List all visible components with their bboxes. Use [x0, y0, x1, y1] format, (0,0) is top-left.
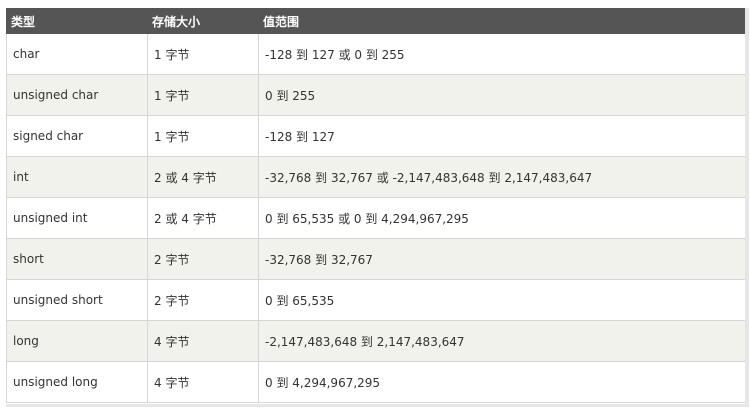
header-storage-size: 存储大小 [147, 8, 259, 34]
cell-value-range: -128 到 127 [258, 115, 746, 157]
table-row: short 2 字节 -32,768 到 32,767 [6, 238, 746, 280]
table-row: unsigned int 2 或 4 字节 0 到 65,535 或 0 到 4… [6, 197, 746, 239]
cell-storage-size: 2 字节 [147, 279, 259, 321]
cell-type: int [6, 156, 148, 198]
cell-value-range: 0 到 4,294,967,295 [258, 361, 746, 403]
cell-type: short [6, 238, 148, 280]
cell-storage-size: 1 字节 [147, 33, 259, 75]
cell-value-range: 0 到 65,535 [258, 279, 746, 321]
data-type-table-container: 类型 存储大小 值范围 char 1 字节 -128 到 127 或 0 到 2… [6, 8, 746, 403]
header-value-range: 值范围 [258, 8, 746, 34]
cell-value-range: -32,768 到 32,767 或 -2,147,483,648 到 2,14… [258, 156, 746, 198]
table-row: unsigned long 4 字节 0 到 4,294,967,295 [6, 361, 746, 403]
cell-type: signed char [6, 115, 148, 157]
table-row: int 2 或 4 字节 -32,768 到 32,767 或 -2,147,4… [6, 156, 746, 198]
cell-storage-size: 1 字节 [147, 115, 259, 157]
table-body: char 1 字节 -128 到 127 或 0 到 255 unsigned … [6, 33, 746, 403]
header-type: 类型 [6, 8, 148, 34]
table-row: signed char 1 字节 -128 到 127 [6, 115, 746, 157]
table-row: unsigned char 1 字节 0 到 255 [6, 74, 746, 116]
cell-storage-size: 2 或 4 字节 [147, 197, 259, 239]
cell-type: unsigned short [6, 279, 148, 321]
cell-type: long [6, 320, 148, 362]
cell-storage-size: 4 字节 [147, 361, 259, 403]
table-header: 类型 存储大小 值范围 [6, 8, 746, 34]
table-row: char 1 字节 -128 到 127 或 0 到 255 [6, 33, 746, 75]
cell-storage-size: 2 字节 [147, 238, 259, 280]
data-type-table: 类型 存储大小 值范围 char 1 字节 -128 到 127 或 0 到 2… [6, 8, 746, 403]
table-row: unsigned short 2 字节 0 到 65,535 [6, 279, 746, 321]
cell-value-range: -128 到 127 或 0 到 255 [258, 33, 746, 75]
table-right-shadow [745, 8, 749, 404]
cell-type: unsigned long [6, 361, 148, 403]
cell-storage-size: 1 字节 [147, 74, 259, 116]
cell-value-range: 0 到 65,535 或 0 到 4,294,967,295 [258, 197, 746, 239]
cell-type: unsigned int [6, 197, 148, 239]
header-row: 类型 存储大小 值范围 [6, 8, 746, 34]
cell-storage-size: 4 字节 [147, 320, 259, 362]
cell-value-range: -2,147,483,648 到 2,147,483,647 [258, 320, 746, 362]
cell-value-range: 0 到 255 [258, 74, 746, 116]
cell-type: char [6, 33, 148, 75]
table-row: long 4 字节 -2,147,483,648 到 2,147,483,647 [6, 320, 746, 362]
cell-value-range: -32,768 到 32,767 [258, 238, 746, 280]
cell-storage-size: 2 或 4 字节 [147, 156, 259, 198]
table-bottom-shadow [6, 404, 749, 407]
cell-type: unsigned char [6, 74, 148, 116]
